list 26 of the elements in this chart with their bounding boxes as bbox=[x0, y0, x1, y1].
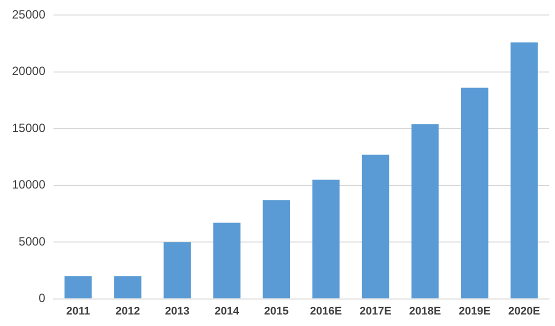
x-tick-label: 2015 bbox=[264, 305, 289, 318]
y-tick-label: 5000 bbox=[18, 234, 46, 248]
bar bbox=[362, 154, 390, 298]
x-tick-label: 2011 bbox=[66, 305, 90, 318]
bar bbox=[510, 42, 538, 298]
bar bbox=[64, 276, 92, 298]
bar bbox=[213, 222, 240, 298]
y-tick-label: 15000 bbox=[12, 120, 46, 135]
bar bbox=[262, 200, 290, 298]
y-tick-label: 25000 bbox=[12, 8, 46, 22]
x-tick-label: 2019E bbox=[458, 305, 491, 318]
bar bbox=[411, 124, 439, 298]
bar bbox=[114, 276, 142, 298]
x-tick-label: 2013 bbox=[165, 305, 190, 318]
bar bbox=[461, 88, 488, 298]
x-tick-label: 2018E bbox=[409, 305, 441, 318]
x-tick-label: 2016E bbox=[310, 305, 342, 318]
x-tick-label: 2017E bbox=[360, 305, 392, 318]
x-tick-label: 2014 bbox=[214, 305, 240, 318]
bar bbox=[164, 242, 191, 298]
x-tick-label: 2012 bbox=[115, 305, 140, 318]
y-tick-label: 0 bbox=[38, 291, 46, 306]
y-tick-label: 10000 bbox=[12, 178, 46, 192]
x-tick-label: 2020E bbox=[508, 305, 540, 318]
bar bbox=[312, 180, 340, 298]
y-tick-label: 20000 bbox=[12, 64, 46, 78]
